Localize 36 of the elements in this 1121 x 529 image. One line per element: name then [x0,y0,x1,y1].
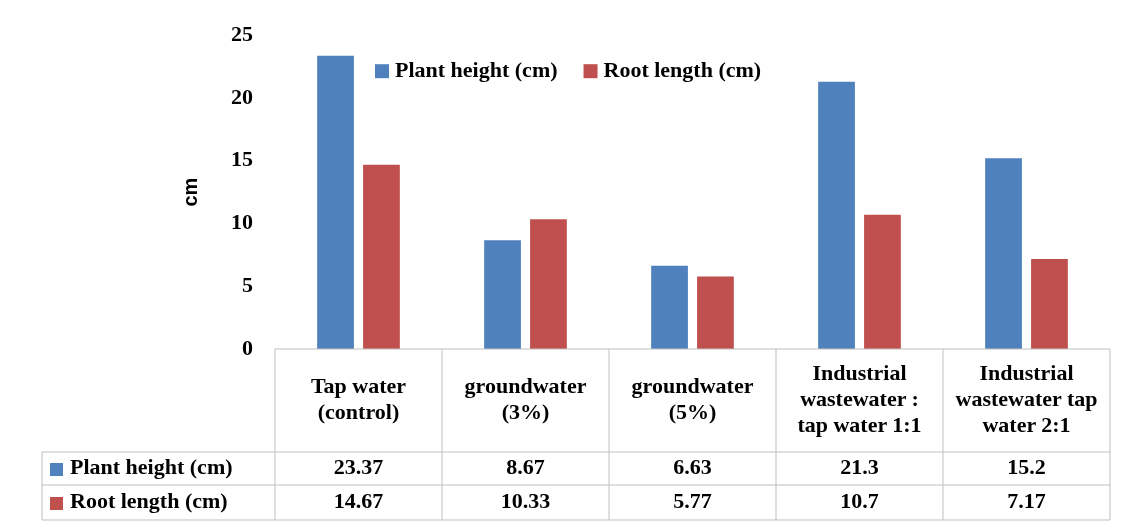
y-tick-label: 25 [231,20,253,46]
legend-label: Root length (cm) [603,56,762,82]
bar [1031,259,1068,349]
y-axis-title: cm [178,177,201,207]
x-tick-label: groundwater (5%) [631,373,754,425]
x-tick-label: groundwater (3%) [464,373,587,425]
bar [651,265,688,349]
data-label: 23.37 [333,454,384,480]
bar [818,81,855,349]
data-label: 14.67 [333,488,384,514]
data-label: 8.67 [506,454,545,480]
y-tick-label: 20 [231,83,253,109]
bar [864,214,901,349]
bar [484,240,521,349]
y-tick-label: 0 [242,334,253,360]
bar [317,55,354,349]
data-label: 5.77 [673,488,712,514]
bar [530,219,567,349]
y-tick-label: 5 [242,271,253,297]
x-tick-label: Tap water (control) [310,373,407,425]
bar [985,158,1022,349]
data-label: 10.7 [840,488,879,514]
y-tick-label: 15 [231,146,253,172]
data-label: 7.17 [1007,488,1046,514]
x-tick-label: Industrial wastewater : tap water 1:1 [797,360,922,438]
y-tick-label: 10 [231,209,253,235]
data-label: 6.63 [673,454,712,480]
legend-label: Plant height (cm) [395,56,558,82]
text: Root length (cm) [70,488,228,514]
bar [697,276,734,349]
data-label: 21.3 [840,454,879,480]
data-label: 10.33 [500,488,551,514]
data-label: 15.2 [1007,454,1046,480]
bar [363,164,400,349]
x-tick-label: Industrial wastewater tap water 2:1 [955,360,1098,438]
text: Plant height (cm) [70,454,233,480]
